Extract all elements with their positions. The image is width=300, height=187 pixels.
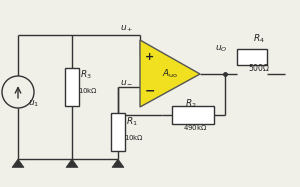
Text: −: − [145,84,155,97]
Text: $R_3$: $R_3$ [80,69,92,81]
Text: $u_O$: $u_O$ [215,44,227,54]
Polygon shape [112,159,124,167]
Text: $10{\rm k}\Omega$: $10{\rm k}\Omega$ [124,133,144,142]
Bar [111,113,125,151]
Text: $u_1$: $u_1$ [28,99,39,109]
Text: $u_+$: $u_+$ [120,24,134,34]
Bar [172,106,214,124]
Text: $R_1$: $R_1$ [126,116,138,128]
Bar [65,68,79,106]
Text: $R_2$: $R_2$ [185,98,197,110]
Text: $A_{\rm uo}$: $A_{\rm uo}$ [162,68,178,80]
Polygon shape [12,159,24,167]
Text: $500\Omega$: $500\Omega$ [248,62,270,73]
Polygon shape [140,40,200,107]
Text: +: + [146,52,154,62]
Bar [237,49,267,65]
Polygon shape [66,159,78,167]
Text: $10{\rm k}\Omega$: $10{\rm k}\Omega$ [78,85,98,94]
Text: $u_-$: $u_-$ [120,76,134,85]
Circle shape [2,76,34,108]
Text: $490{\rm k}\Omega$: $490{\rm k}\Omega$ [183,122,208,131]
Text: $R_4$: $R_4$ [253,33,265,45]
